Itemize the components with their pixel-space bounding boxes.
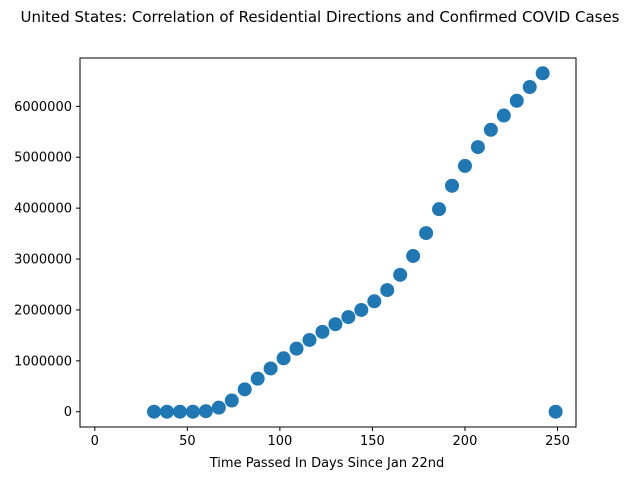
plot-area: 0 50 100 150 200 250 0 1000000 2000000 3000000 40… (14, 57, 577, 449)
x-tick-label: 150 (360, 434, 385, 449)
data-point (185, 404, 200, 419)
data-point (419, 226, 434, 241)
data-point (172, 404, 187, 419)
x-tick-label: 250 (545, 434, 570, 449)
data-point (457, 158, 472, 173)
data-point (302, 332, 317, 347)
data-point (276, 351, 291, 366)
x-tick-label: 200 (453, 434, 478, 449)
x-tick-label: 50 (179, 434, 196, 449)
data-point (406, 248, 421, 263)
data-point (445, 178, 459, 193)
data-point (237, 382, 252, 397)
chart-title: United States: Correlation of Residentia… (20, 8, 619, 26)
data-point (198, 404, 213, 419)
data-points (147, 66, 563, 419)
data-point (432, 202, 447, 217)
data-point (535, 66, 550, 81)
data-point (367, 294, 382, 309)
y-tick-label: 6000000 (14, 100, 72, 115)
data-point (470, 140, 485, 155)
data-point (159, 404, 174, 419)
data-point (263, 361, 278, 376)
data-point (380, 283, 395, 298)
data-point (522, 80, 537, 95)
y-tick-label: 4000000 (14, 202, 72, 217)
y-tick-label: 0 (64, 405, 72, 420)
data-point (483, 122, 498, 137)
plot-frame (79, 57, 577, 428)
data-point (341, 310, 356, 325)
data-point (250, 371, 265, 386)
x-tick-label: 100 (267, 434, 292, 449)
data-point (548, 404, 563, 419)
data-point (393, 267, 408, 282)
y-tick-label: 3000000 (14, 253, 72, 268)
data-point (147, 404, 162, 419)
x-axis: 0 50 100 150 200 250 (91, 427, 570, 449)
data-point (354, 302, 369, 317)
data-point (315, 324, 330, 339)
y-tick-label: 2000000 (14, 303, 72, 318)
data-point (509, 93, 524, 108)
y-axis: 0 1000000 2000000 3000000 4000000 5000000 6000… (14, 100, 80, 420)
data-point (328, 317, 343, 332)
y-tick-label: 5000000 (14, 151, 72, 166)
data-point (224, 393, 239, 408)
data-point (289, 341, 304, 356)
y-tick-label: 1000000 (14, 354, 72, 369)
data-point (496, 108, 511, 123)
data-point (211, 400, 226, 415)
x-tick-label: 0 (91, 434, 99, 449)
x-axis-label: Time Passed In Days Since Jan 22nd (209, 456, 444, 471)
